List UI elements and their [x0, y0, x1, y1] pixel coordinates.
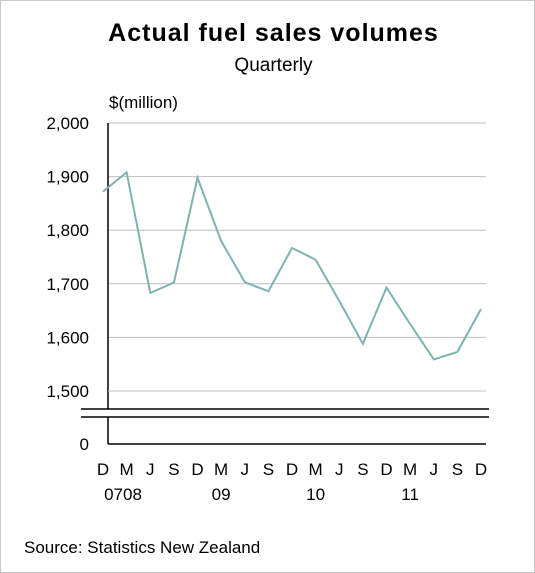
y-tick-label: 2,000 [46, 114, 89, 133]
x-year-label: 10 [306, 485, 325, 504]
x-tick-label: S [263, 460, 274, 479]
x-year-label: 0708 [104, 485, 142, 504]
x-tick-label: J [241, 460, 250, 479]
chart-title: Actual fuel sales volumes [108, 19, 439, 47]
x-year-label: 09 [212, 485, 231, 504]
x-tick-label: S [357, 460, 368, 479]
y-tick-label-zero: 0 [80, 435, 89, 454]
x-tick-label: D [286, 460, 298, 479]
y-tick-label: 1,700 [46, 275, 89, 294]
x-tick-label: M [403, 460, 417, 479]
x-tick-label: S [168, 460, 179, 479]
y-axis-label: $(million) [109, 93, 178, 112]
x-tick-label: D [475, 460, 487, 479]
x-tick-label: J [430, 460, 439, 479]
x-tick-label: S [452, 460, 463, 479]
x-tick-label: D [191, 460, 203, 479]
x-tick-label: J [146, 460, 155, 479]
chart-subtitle: Quarterly [234, 55, 313, 76]
y-tick-label: 1,600 [46, 328, 89, 347]
x-tick-label: J [335, 460, 344, 479]
series-line [102, 170, 482, 361]
y-tick-label: 1,900 [46, 168, 89, 187]
x-tick-label: D [97, 460, 109, 479]
source-note: Source: Statistics New Zealand [24, 538, 261, 557]
y-tick-label: 1,800 [46, 221, 89, 240]
x-year-label: 11 [401, 485, 419, 504]
x-tick-label: M [309, 460, 323, 479]
x-tick-label: M [120, 460, 134, 479]
y-tick-label: 1,500 [46, 382, 89, 401]
x-tick-label: D [380, 460, 392, 479]
x-tick-label: M [214, 460, 228, 479]
